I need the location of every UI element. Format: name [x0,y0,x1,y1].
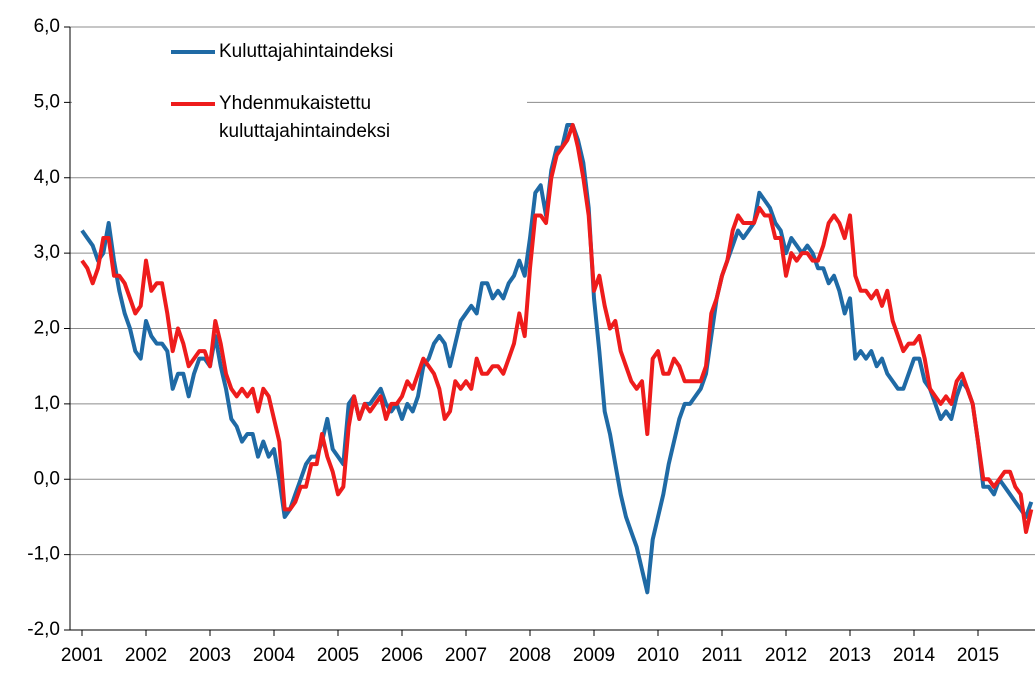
y-tick-label: -1,0 [27,544,60,565]
x-tick-label: 2001 [61,645,103,666]
x-tick-label: 2002 [125,645,167,666]
y-tick-label: 4,0 [34,167,60,188]
y-tick-label: 2,0 [34,318,60,339]
legend-swatch [171,102,215,106]
x-tick-label: 2005 [317,645,359,666]
y-tick-label: -2,0 [27,619,60,640]
series-line [80,122,1034,595]
x-tick-label: 2012 [765,645,807,666]
series-line [80,122,1034,535]
x-tick-label: 2015 [957,645,999,666]
x-tick-label: 2014 [893,645,936,666]
legend-item: Kuluttajahintaindeksi [165,38,393,66]
legend: Kuluttajahintaindeksi Yhdenmukaistettu ku… [165,38,393,160]
x-tick-label: 2011 [702,645,743,666]
x-tick-label: 2010 [637,645,679,666]
y-tick-label: 1,0 [34,393,60,414]
legend-swatch [171,50,215,54]
x-tick-label: 2003 [189,645,231,666]
legend-label: Yhdenmukaistettu kuluttajahintaindeksi [219,93,391,142]
x-tick-label: 2004 [253,645,296,666]
legend-label: Kuluttajahintaindeksi [219,41,394,62]
y-tick-label: 3,0 [34,242,60,263]
x-tick-label: 2006 [381,645,423,666]
x-tick-label: 2009 [573,645,615,666]
legend-background [72,38,527,156]
y-tick-label: 6,0 [34,16,60,37]
x-tick-label: 2013 [829,645,871,666]
legend-item: Yhdenmukaistettu kuluttajahintaindeksi [165,90,390,146]
y-tick-label: 5,0 [34,91,60,112]
y-tick-label: 0,0 [34,468,60,489]
x-tick-label: 2008 [509,645,551,666]
x-tick-label: 2007 [445,645,487,666]
